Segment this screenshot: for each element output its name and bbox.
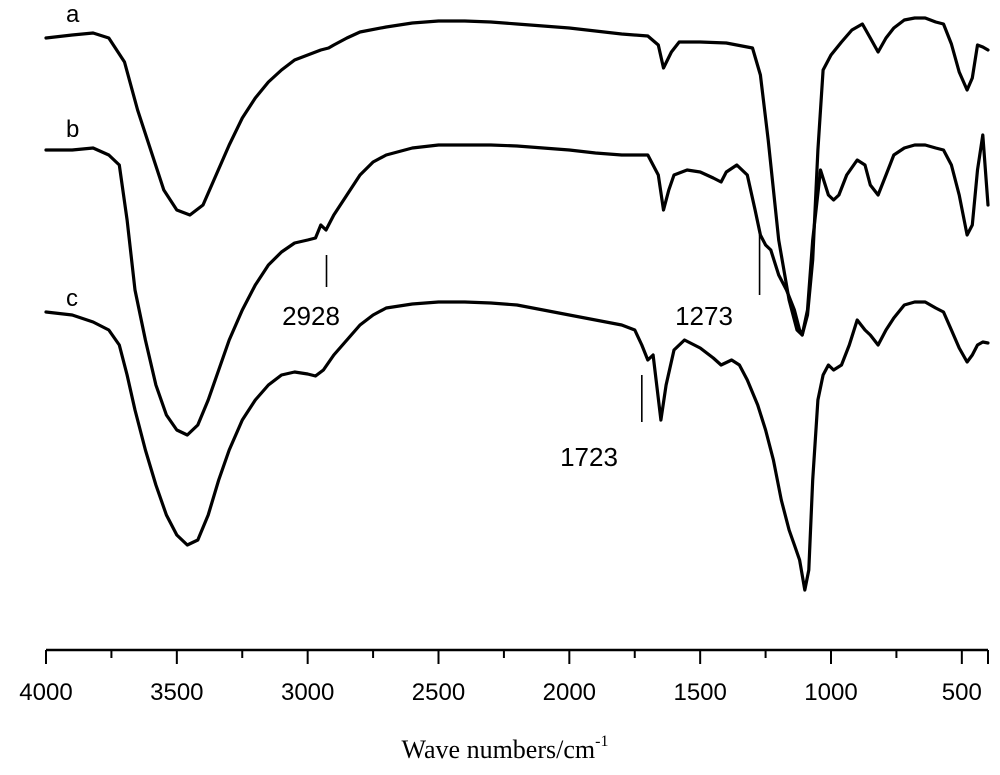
annotations: 2928 1273 1723 — [282, 235, 761, 472]
x-axis-tick-labels: 4000 3500 3000 2500 2000 1500 1000 500 — [19, 679, 982, 706]
series-label-c: c — [66, 285, 78, 312]
annotation-label-1273: 1273 — [675, 301, 733, 331]
x-tick-label-4000: 4000 — [19, 679, 72, 706]
x-axis-title: Wave numbers/cm-1 — [402, 733, 609, 764]
x-tick-label-3000: 3000 — [281, 679, 334, 706]
annotation-label-2928: 2928 — [282, 301, 340, 331]
series-label-b: b — [66, 116, 79, 143]
x-tick-label-2500: 2500 — [412, 679, 465, 706]
x-tick-label-3500: 3500 — [150, 679, 203, 706]
x-tick-label-2000: 2000 — [543, 679, 596, 706]
series-labels: a b c — [66, 1, 80, 312]
x-tick-label-500: 500 — [942, 679, 982, 706]
series-line-c — [44, 300, 990, 592]
series-line-a — [44, 16, 990, 337]
x-tick-label-1500: 1500 — [673, 679, 726, 706]
x-axis-ticks — [45, 650, 989, 664]
x-tick-label-1000: 1000 — [804, 679, 857, 706]
series-line-b — [44, 133, 990, 437]
series-label-a: a — [66, 1, 80, 28]
annotation-label-1723: 1723 — [560, 442, 618, 472]
series-curves — [44, 16, 990, 592]
